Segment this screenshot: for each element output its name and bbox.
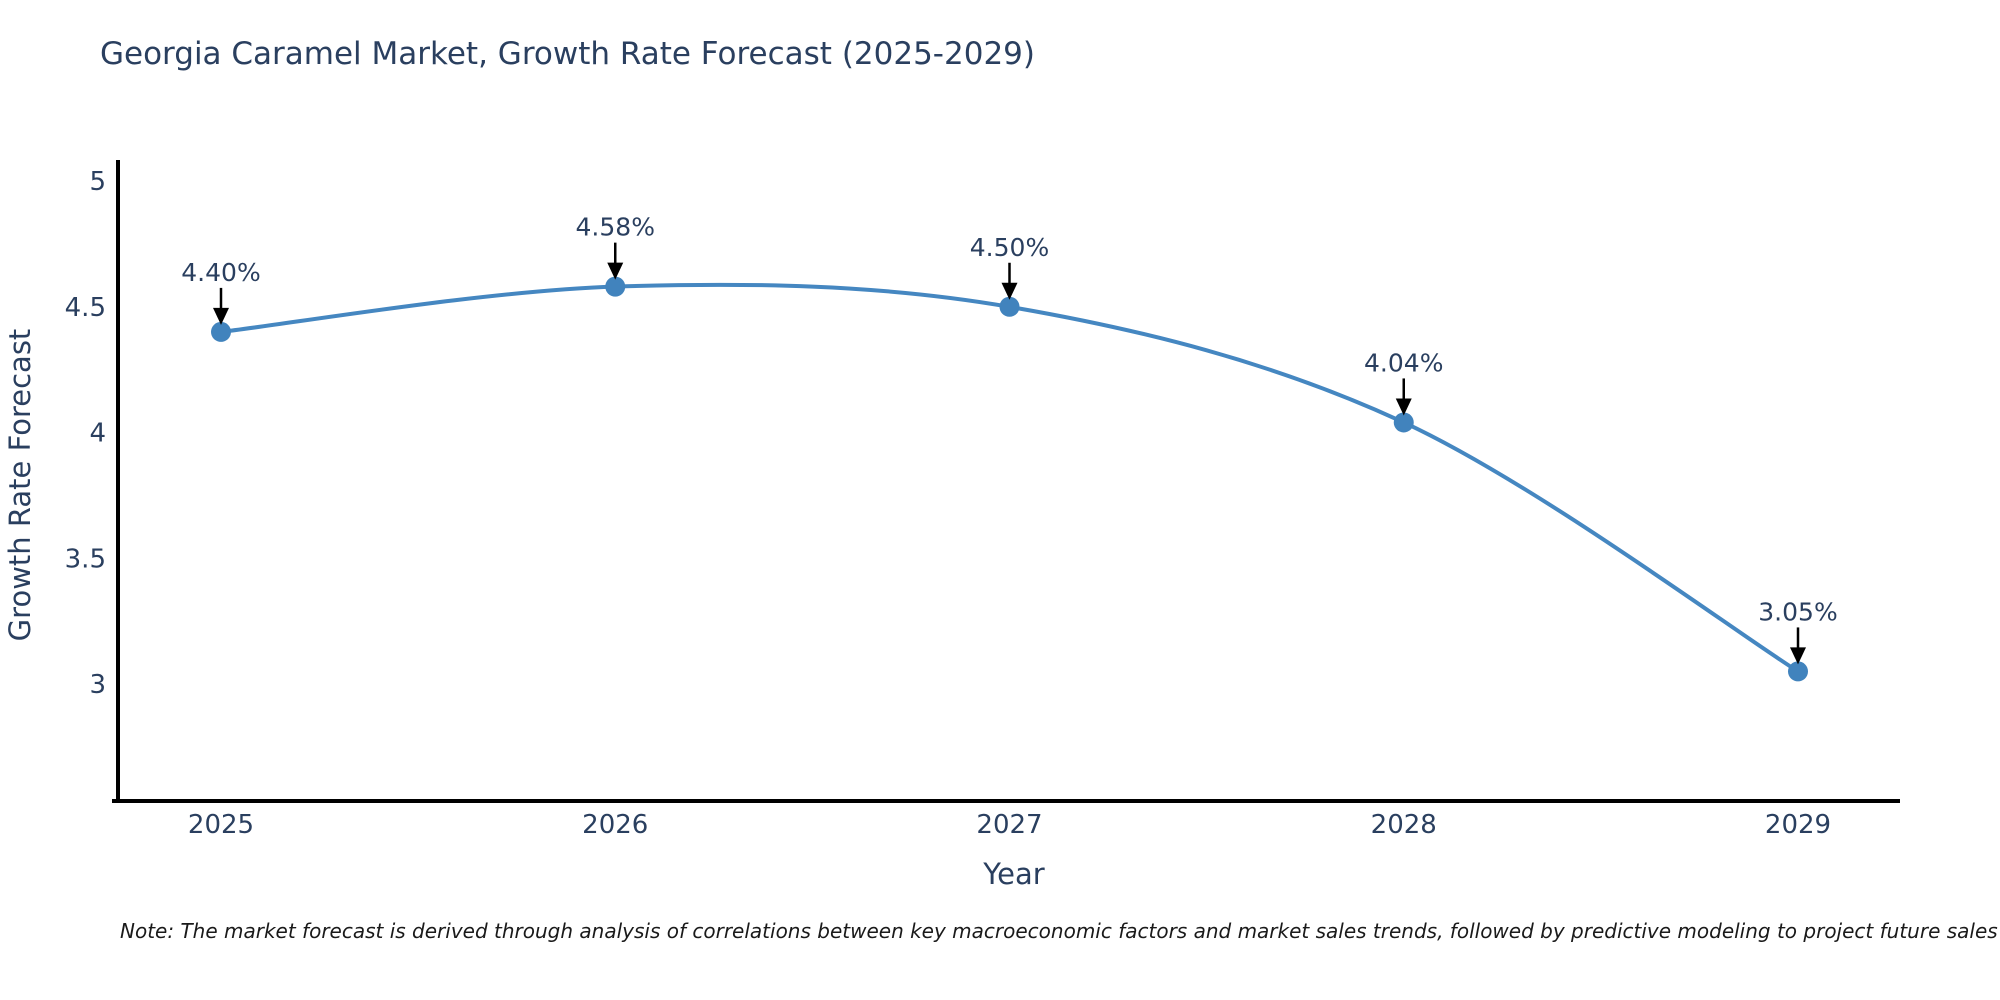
point-annotation-label: 4.04% xyxy=(1364,348,1443,377)
x-tick-label: 2026 xyxy=(582,810,648,840)
data-point-marker[interactable] xyxy=(1788,661,1808,682)
x-tick-label: 2027 xyxy=(976,810,1042,840)
point-annotation-label: 3.05% xyxy=(1758,597,1837,626)
annotation-arrowhead xyxy=(213,307,229,325)
line-series-path xyxy=(219,282,1800,674)
x-tick-label: 2029 xyxy=(1765,810,1831,840)
y-tick-label: 4 xyxy=(89,419,106,449)
chart-plot-area: 3 3.5 4 4.5 5 2025 2026 2027 2028 2029 4.40% 4.58% 4… xyxy=(65,160,1900,840)
annotation-arrowhead xyxy=(1395,398,1412,416)
data-point-marker[interactable] xyxy=(999,296,1020,317)
point-annotation-label: 4.58% xyxy=(576,213,655,242)
annotation-arrowhead xyxy=(1790,647,1806,665)
x-tick-label: 2028 xyxy=(1371,810,1437,840)
point-annotation-label: 4.40% xyxy=(181,258,260,287)
y-tick-label: 5 xyxy=(89,167,106,197)
x-axis-title: Year xyxy=(982,857,1044,891)
data-point-marker[interactable] xyxy=(605,276,626,297)
y-tick-label: 3.5 xyxy=(65,544,106,574)
chart-title: Georgia Caramel Market, Growth Rate Fore… xyxy=(100,36,1035,72)
annotation-arrowhead xyxy=(607,262,624,280)
data-point-marker[interactable] xyxy=(211,321,231,342)
point-annotation-label: 4.50% xyxy=(970,233,1049,262)
y-axis-title: Growth Rate Forecast xyxy=(3,329,37,642)
annotation-arrowhead xyxy=(1001,282,1018,300)
y-tick-label: 3 xyxy=(89,670,106,700)
y-tick-label: 4.5 xyxy=(65,293,106,323)
chart-footnote: Note: The market forecast is derived thr… xyxy=(120,919,1998,943)
data-point-marker[interactable] xyxy=(1393,412,1414,433)
x-tick-label: 2025 xyxy=(188,810,254,840)
